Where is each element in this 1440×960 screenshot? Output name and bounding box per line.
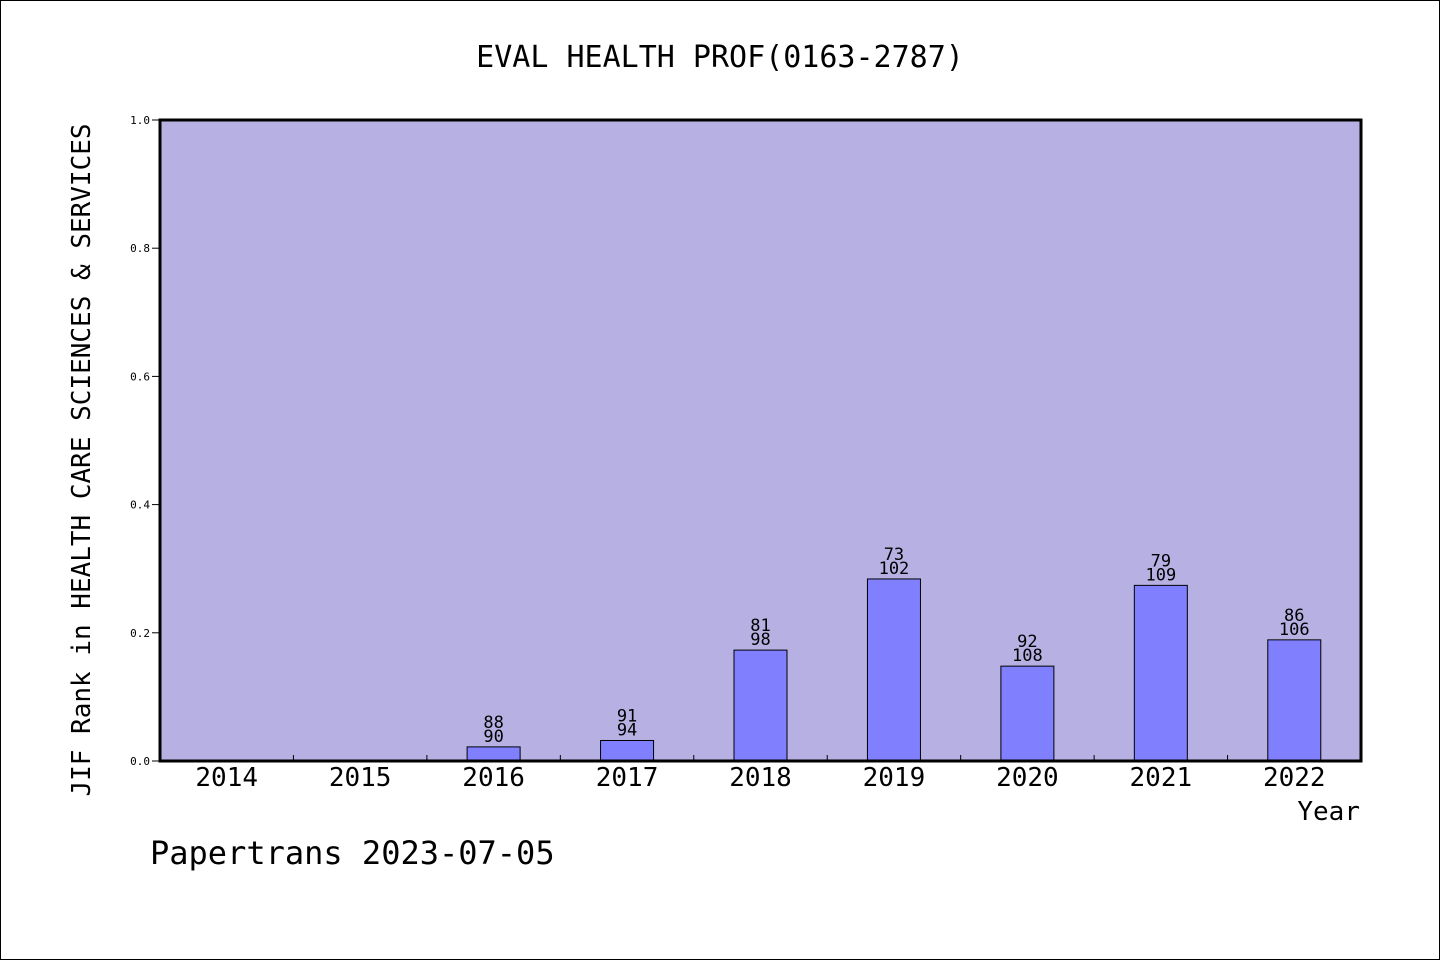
footer-watermark: Papertrans 2023-07-05: [150, 834, 555, 872]
bar: [1000, 665, 1055, 762]
y-tick-label: 0.6: [130, 370, 150, 383]
chart-title: EVAL HEALTH PROF(0163-2787): [476, 40, 964, 75]
bars-group: [466, 578, 1322, 762]
y-tick-label: 0.2: [130, 627, 150, 640]
x-axis-label: Year: [1297, 797, 1360, 827]
bar-total-label: 106: [1279, 620, 1310, 640]
bar-total-label: 90: [483, 727, 503, 747]
y-tick-label: 0.4: [130, 499, 150, 512]
bar-rank-label: 81: [750, 616, 770, 636]
bar: [1133, 584, 1188, 762]
y-tick-label: 1.0: [130, 114, 150, 127]
x-tick-label: 2022: [1263, 763, 1326, 793]
x-tick-label: 2020: [996, 763, 1059, 793]
x-axis: 2014 2015 2016 2017 2018 2019 2020 2021 2022: [195, 755, 1326, 793]
bar: [1267, 639, 1322, 762]
bar-rank-label: 92: [1017, 632, 1037, 652]
x-tick-label: 2017: [596, 763, 659, 793]
bar-rank-label: 91: [617, 706, 637, 726]
bar-total-label: 109: [1145, 565, 1176, 585]
x-tick-label: 2015: [329, 763, 392, 793]
x-tick-label: 2014: [195, 763, 258, 793]
y-tick-label: 0.0: [130, 755, 150, 768]
bar-rank-label: 73: [884, 545, 904, 565]
x-tick-label: 2021: [1130, 763, 1193, 793]
bar-total-label: 98: [750, 630, 770, 650]
bar-rank-label: 86: [1284, 606, 1304, 626]
bar-rank-label: 79: [1151, 551, 1171, 571]
y-axis: 0.0 0.2 0.4 0.6 0.8 1.0: [130, 114, 160, 768]
bar: [733, 649, 788, 762]
bar-total-label: 94: [617, 720, 637, 740]
bar: [466, 746, 521, 762]
bar: [866, 578, 921, 762]
y-tick-label: 0.8: [130, 242, 150, 255]
plot-border: [158, 118, 1363, 763]
bar-total-label: 102: [879, 559, 910, 579]
bar-total-label: 108: [1012, 646, 1043, 666]
x-tick-label: 2018: [729, 763, 792, 793]
x-tick-label: 2016: [462, 763, 525, 793]
bar-rank-label: 88: [483, 713, 503, 733]
y-axis-label: JIF Rank in HEALTH CARE SCIENCES & SERVI…: [67, 123, 97, 796]
bar: [600, 739, 655, 762]
x-tick-label: 2019: [863, 763, 926, 793]
